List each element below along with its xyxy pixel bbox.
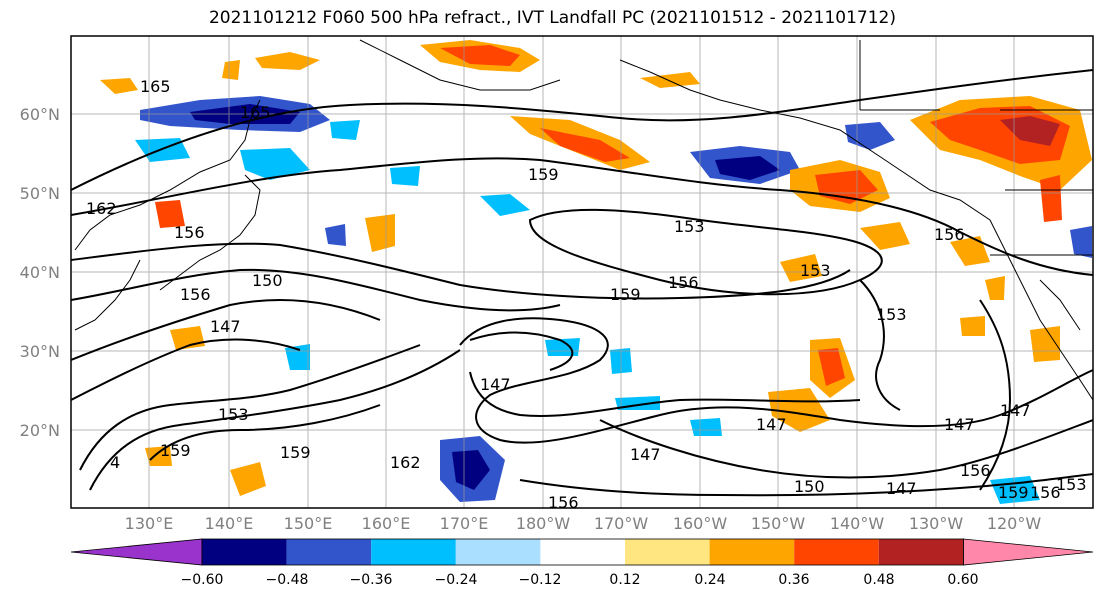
colorbar-segment: [963, 538, 1094, 566]
contour-label: 156: [548, 493, 579, 512]
coastlines: [74, 39, 1093, 401]
colorbar-segment: [455, 539, 541, 565]
contour-label: 162: [86, 199, 117, 218]
contour-label: 153: [800, 261, 831, 280]
lon-label: 120°W: [986, 514, 1042, 533]
lat-label: 30°N: [19, 342, 60, 361]
contour-label-group: 165 165 162 156 156 150 147 159 153 156 …: [86, 77, 1087, 512]
contour-label: 150: [794, 477, 825, 496]
colorbar-segment: [202, 539, 287, 565]
colorbar-tick: 0.60: [947, 572, 979, 588]
colorbar-segment: [794, 539, 879, 565]
contour-label: 159: [610, 285, 641, 304]
contour-label: 147: [630, 445, 661, 464]
contour-label: 147: [1000, 401, 1031, 420]
map-title: 2021101212 F060 500 hPa refract., IVT La…: [208, 8, 896, 28]
contour-label: 153: [876, 305, 907, 324]
colorbar-tick: −0.12: [518, 572, 562, 588]
lon-label: 170°E: [439, 514, 489, 533]
contour-label: 156: [180, 285, 211, 304]
plot-frame: [70, 35, 1094, 509]
contour-label: 156: [934, 225, 965, 244]
lat-label: 50°N: [19, 184, 60, 203]
contour-label: 159: [160, 441, 191, 460]
contour-label: 153: [218, 405, 249, 424]
lon-label: 130°E: [124, 514, 174, 533]
contour-label: 4: [110, 453, 120, 472]
contour-label: 162: [390, 453, 421, 472]
contour-label: 156: [668, 273, 699, 292]
lon-label: 160°W: [672, 514, 728, 533]
colorbar-tick: −0.60: [180, 572, 224, 588]
colorbar-tick: −0.24: [434, 572, 478, 588]
colorbar-tick: −0.36: [349, 572, 393, 588]
colorbar-tick: 0.48: [863, 572, 895, 588]
contour-label: 156: [174, 223, 205, 242]
colorbar-segment: [625, 539, 710, 565]
colorbar-tick: 0.24: [694, 572, 726, 588]
contour-label: 150: [252, 271, 283, 290]
lon-label: 160°E: [361, 514, 411, 533]
colorbar-segment: [878, 539, 964, 565]
lon-label: 180°W: [515, 514, 571, 533]
contour-label: 156: [1030, 483, 1061, 502]
contour-label: 153: [674, 217, 705, 236]
contour-label: 147: [210, 317, 241, 336]
contour-label: 165: [240, 103, 271, 122]
lon-label: 130°W: [908, 514, 964, 533]
lon-label: 140°E: [204, 514, 254, 533]
lon-label: 150°W: [750, 514, 806, 533]
lon-label: 170°W: [593, 514, 649, 533]
contour-label: 165: [140, 77, 171, 96]
colorbar-tick: 0.36: [778, 572, 810, 588]
contour-label: 147: [886, 479, 917, 498]
height-contours: [71, 69, 1093, 497]
colorbar-segment: [286, 539, 372, 565]
contour-label: 156: [960, 461, 991, 480]
lat-label: 20°N: [19, 421, 60, 440]
colorbar-segment: [540, 539, 625, 565]
contour-label: 147: [944, 415, 975, 434]
contour-label: 159: [528, 165, 559, 184]
lon-label: 140°W: [829, 514, 885, 533]
contour-label: 159: [998, 483, 1029, 502]
contour-label: 159: [280, 443, 311, 462]
lon-label: 150°E: [283, 514, 333, 533]
lat-label: 60°N: [19, 105, 60, 124]
lat-label: 40°N: [19, 263, 60, 282]
colorbar-tick: 0.12: [609, 572, 641, 588]
colorbar: [70, 538, 1094, 566]
contour-label: 153: [1056, 475, 1087, 494]
colorbar-segment: [371, 539, 456, 565]
contour-label: 147: [480, 375, 511, 394]
colorbar-segment: [70, 538, 203, 566]
contour-label: 147: [756, 415, 787, 434]
colorbar-segment: [709, 539, 795, 565]
colorbar-tick: −0.48: [265, 572, 309, 588]
